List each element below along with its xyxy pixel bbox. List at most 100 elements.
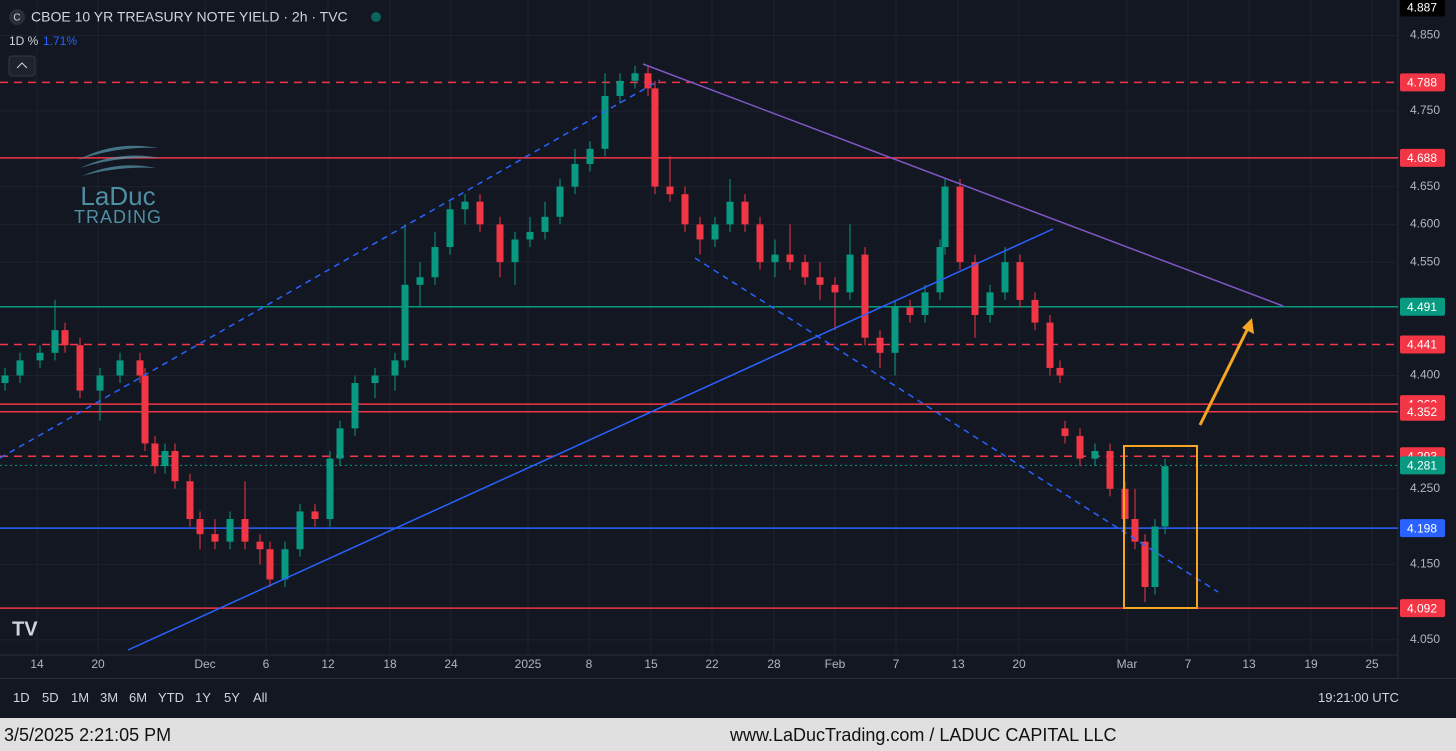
x-tick-label: Dec [194, 657, 215, 671]
candle-body [756, 224, 764, 263]
candle-body [571, 163, 579, 187]
candle-body [861, 254, 869, 338]
candle-body [1151, 526, 1159, 588]
candle-body [586, 148, 594, 164]
range-button[interactable]: 1D [13, 690, 30, 705]
candle-body [401, 284, 409, 361]
candle-body [1131, 519, 1139, 542]
range-button[interactable]: 6M [129, 690, 148, 705]
candle-body [446, 209, 454, 248]
footer: 3/5/2025 2:21:05 PM www.LaDucTrading.com… [0, 718, 1456, 751]
candle-body [1056, 367, 1064, 376]
x-tick-label: 2025 [515, 657, 542, 671]
price-label-bg [1400, 0, 1445, 17]
candle-body [846, 254, 854, 293]
candle-body [986, 292, 994, 316]
x-tick-label: 22 [705, 657, 719, 671]
candle-body [351, 383, 359, 429]
x-tick-label: 20 [1012, 657, 1026, 671]
price-label: 4.887 [1407, 1, 1437, 15]
candle-body [526, 231, 534, 240]
candle-body [431, 247, 439, 278]
price-label: 4.441 [1407, 338, 1437, 352]
candle-body [936, 247, 944, 293]
logo: LaDuc TRADING [74, 145, 162, 227]
x-tick-label: 24 [444, 657, 458, 671]
x-tick-label: 14 [30, 657, 44, 671]
candle-body [281, 549, 289, 580]
range-button[interactable]: All [253, 690, 268, 705]
arrow [1198, 323, 1252, 426]
x-tick-label: 19 [1304, 657, 1318, 671]
x-tick-label: Mar [1117, 657, 1138, 671]
price-label-bg [1400, 297, 1445, 316]
y-tick-label: 4.550 [1410, 254, 1440, 268]
candle-body [61, 330, 69, 346]
range-button[interactable]: YTD [158, 690, 184, 705]
candle-body [296, 511, 304, 550]
candle-body [771, 254, 779, 263]
x-tick-label: 28 [767, 657, 781, 671]
candle-body [616, 80, 624, 96]
candle-body [16, 360, 24, 376]
candles [1, 65, 1169, 603]
candle-body [1091, 451, 1099, 459]
price-label-bg [1400, 402, 1445, 421]
x-tick-label: Feb [825, 657, 846, 671]
candle-body [311, 511, 319, 520]
candle-body [801, 262, 809, 278]
price-label: 4.688 [1407, 151, 1437, 165]
candle-body [211, 534, 219, 542]
candle-body [326, 458, 334, 520]
candle-body [971, 262, 979, 316]
range-button[interactable]: 1M [71, 690, 90, 705]
candle-body [391, 360, 399, 376]
logo-waves [78, 145, 160, 176]
candle-body [891, 307, 899, 353]
range-button[interactable]: 5D [42, 690, 59, 705]
change-value: 1.71% [43, 34, 77, 48]
collapse-button[interactable] [8, 55, 36, 77]
candle-body [96, 375, 104, 391]
price-label: 4.352 [1407, 405, 1437, 419]
tv-logo: TV [12, 618, 38, 640]
candle-body [241, 519, 249, 542]
x-tick-label: 6 [263, 657, 270, 671]
candle-body [1001, 262, 1009, 293]
y-tick-label: 4.400 [1410, 368, 1440, 382]
candle-body [226, 519, 234, 542]
y-tick-label: 4.850 [1410, 28, 1440, 42]
candle-body [186, 481, 194, 520]
price-label-bg [1400, 335, 1445, 354]
x-tick-label: 13 [951, 657, 965, 671]
candle-body [116, 360, 124, 376]
candle-body [1161, 466, 1169, 527]
y-tick-label: 4.050 [1410, 632, 1440, 646]
range-button[interactable]: 3M [100, 690, 119, 705]
drawings [0, 63, 1284, 651]
logo-sub: TRADING [74, 207, 162, 227]
candle-body [956, 186, 964, 263]
candle-body [476, 201, 484, 225]
candle-body [921, 292, 929, 316]
candle-body [906, 307, 914, 316]
candle-body [141, 375, 149, 444]
candle-body [266, 549, 274, 580]
price-label-bg [1400, 148, 1445, 167]
trend-line [127, 228, 1054, 651]
price-label-bg [1400, 73, 1445, 92]
chart-title: CBOE 10 YR TREASURY NOTE YIELD · 2h · TV… [31, 9, 348, 25]
candle-body [831, 284, 839, 293]
range-button[interactable]: 5Y [224, 690, 240, 705]
candle-body [1016, 262, 1024, 300]
symbol-icon [9, 9, 25, 25]
timestamp: 3/5/2025 2:21:05 PM [4, 725, 172, 745]
credit: www.LaDucTrading.com / LADUC CAPITAL LLC [730, 725, 1117, 745]
candle-body [726, 201, 734, 225]
price-label: 4.198 [1407, 521, 1437, 535]
chart-bg [0, 0, 1456, 678]
candle-body [416, 277, 424, 285]
price-label-bg [1400, 456, 1445, 475]
range-button[interactable]: 1Y [195, 690, 211, 705]
